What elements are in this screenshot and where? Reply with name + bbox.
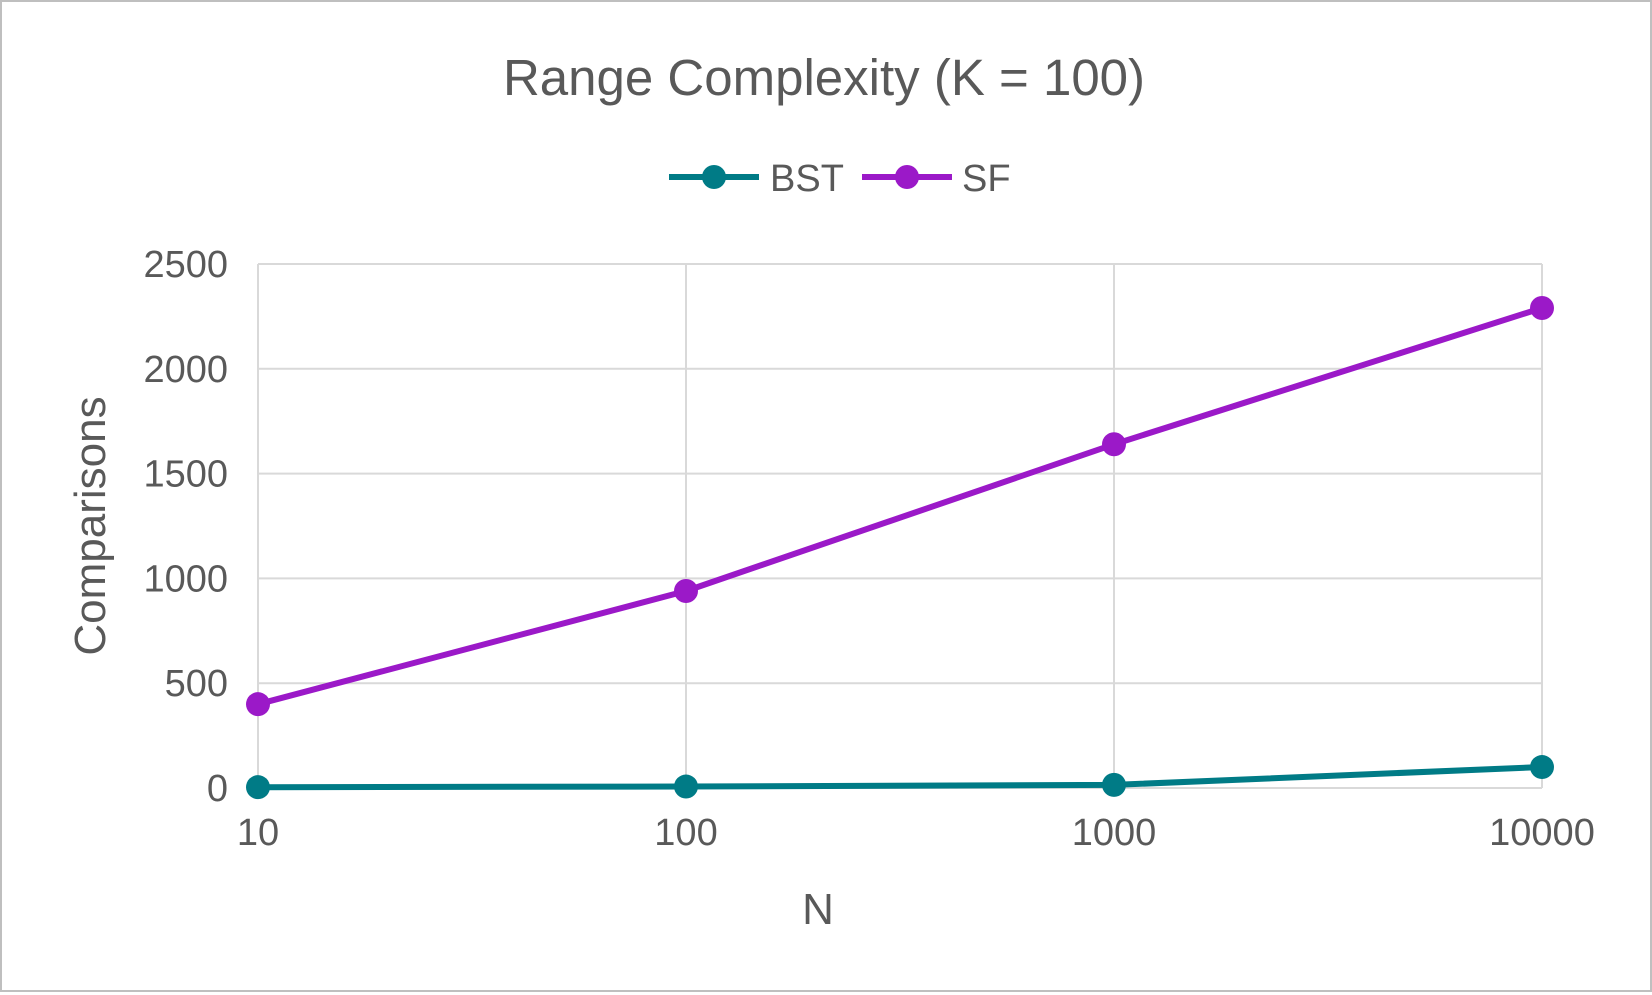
y-tick-label: 2000 [143,349,228,391]
x-axis-label: N [802,885,834,934]
data-point [1102,432,1126,457]
x-tick-label: 1000 [1072,812,1157,854]
y-tick-label: 500 [165,663,228,705]
legend-swatch-marker [702,165,726,189]
data-point [246,775,270,800]
data-point [246,692,270,717]
data-point [674,578,698,603]
y-tick-label: 1000 [143,558,228,600]
y-tick-label: 1500 [143,454,228,496]
vertical-gridlines [257,264,1543,788]
horizontal-gridlines [258,263,1542,789]
legend-label: SF [962,158,1011,200]
data-point [674,774,698,799]
chart-title: Range Complexity (K = 100) [503,49,1145,106]
y-tick-label: 2500 [143,244,228,286]
legend-item: BST [669,158,844,200]
data-point [1530,296,1554,321]
series-line [255,305,1545,708]
x-tick-label: 10000 [1489,812,1595,854]
y-tick-label: 0 [207,768,228,810]
x-tick-label: 10 [237,812,279,854]
legend-label: BST [770,158,844,200]
data-point [1530,755,1554,780]
data-point [1102,772,1126,797]
y-axis-label: Comparisons [66,396,115,655]
x-tick-label: 100 [654,812,717,854]
legend: BST SF [669,158,1011,200]
legend-item: SF [862,158,1011,200]
series-sf [246,296,1554,717]
y-axis-tick-labels: 0 500 1000 1500 2000 2500 [143,244,228,810]
legend-swatch-marker [895,165,919,189]
series-line [255,764,1545,791]
x-axis-tick-labels: 10 100 1000 10000 [237,812,1595,854]
series-bst [246,755,1554,800]
series-layer [246,296,1554,800]
